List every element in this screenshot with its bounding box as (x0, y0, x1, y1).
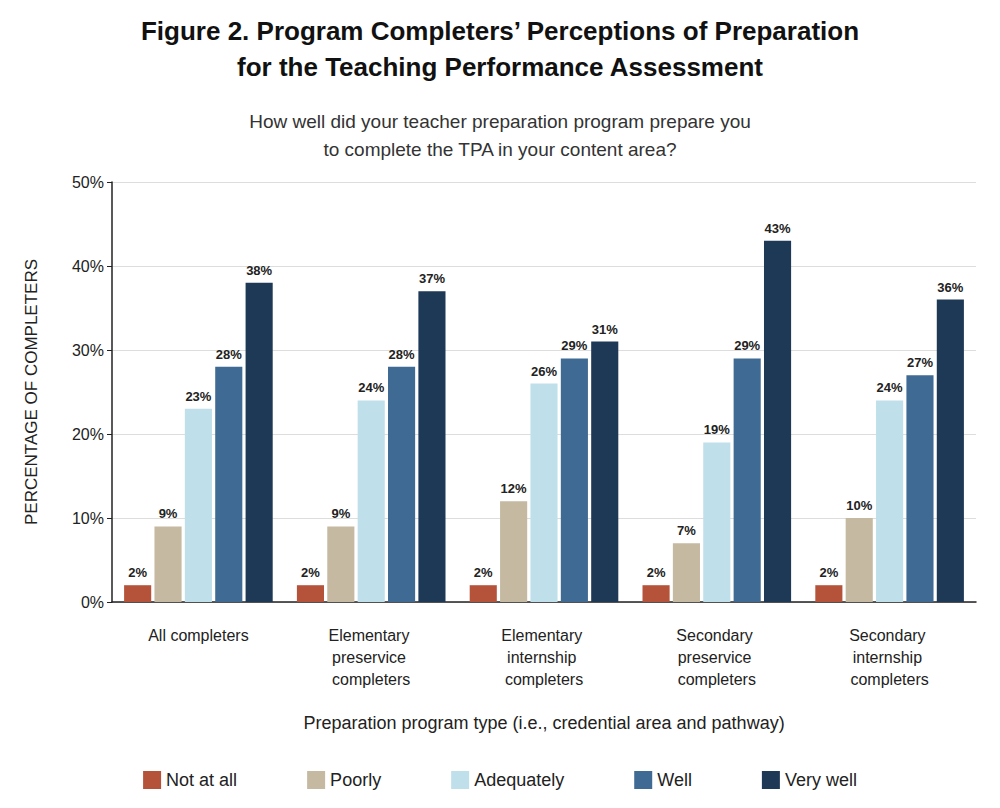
svg-text:Adequately: Adequately (474, 770, 564, 790)
svg-text:Secondary: Secondary (676, 627, 757, 644)
svg-text:28%: 28% (389, 347, 415, 362)
svg-text:Elementary: Elementary (501, 627, 586, 644)
svg-text:completers: completers (505, 671, 583, 688)
svg-text:preservice: preservice (678, 649, 756, 666)
svg-text:Preparation program type (i.e.: Preparation program type (i.e., credenti… (303, 713, 784, 733)
svg-text:9%: 9% (331, 506, 350, 521)
svg-text:to complete the TPA in your co: to complete the TPA in your content area… (323, 139, 676, 160)
svg-text:40%: 40% (72, 258, 104, 275)
svg-text:2%: 2% (301, 565, 320, 580)
svg-text:2%: 2% (647, 565, 666, 580)
svg-text:12%: 12% (501, 481, 527, 496)
svg-text:All completers: All completers (148, 627, 248, 644)
svg-text:28%: 28% (216, 347, 242, 362)
svg-text:2%: 2% (819, 565, 838, 580)
svg-text:Poorly: Poorly (330, 770, 381, 790)
svg-text:for the Teaching Performance A: for the Teaching Performance Assessment (237, 52, 763, 82)
svg-text:24%: 24% (877, 380, 903, 395)
svg-text:29%: 29% (561, 338, 587, 353)
svg-text:Not at all: Not at all (166, 770, 237, 790)
svg-text:Figure 2. Program Completers’: Figure 2. Program Completers’ Perception… (141, 16, 859, 46)
svg-text:50%: 50% (72, 174, 104, 191)
svg-text:completers: completers (850, 671, 928, 688)
svg-text:0%: 0% (81, 594, 104, 611)
svg-text:23%: 23% (185, 389, 211, 404)
svg-text:10%: 10% (72, 510, 104, 527)
svg-text:Well: Well (657, 770, 692, 790)
svg-text:Elementary: Elementary (329, 627, 414, 644)
svg-text:27%: 27% (907, 355, 933, 370)
svg-text:36%: 36% (937, 280, 963, 295)
svg-text:20%: 20% (72, 426, 104, 443)
svg-text:24%: 24% (358, 380, 384, 395)
svg-text:19%: 19% (704, 422, 730, 437)
svg-text:PERCENTAGE OF COMPLETERS: PERCENTAGE OF COMPLETERS (22, 259, 41, 525)
svg-text:43%: 43% (765, 221, 791, 236)
svg-text:completers: completers (332, 671, 410, 688)
svg-text:26%: 26% (531, 364, 557, 379)
svg-text:29%: 29% (734, 338, 760, 353)
svg-text:30%: 30% (72, 342, 104, 359)
svg-text:37%: 37% (419, 271, 445, 286)
svg-text:Secondary: Secondary (849, 627, 930, 644)
svg-text:10%: 10% (846, 498, 872, 513)
svg-text:2%: 2% (474, 565, 493, 580)
svg-text:Very well: Very well (785, 770, 857, 790)
svg-text:2%: 2% (128, 565, 147, 580)
svg-text:internship: internship (853, 649, 927, 666)
svg-text:9%: 9% (159, 506, 178, 521)
svg-text:How well did your teacher prep: How well did your teacher preparation pr… (249, 111, 751, 132)
svg-text:internship: internship (507, 649, 581, 666)
svg-text:completers: completers (678, 671, 756, 688)
svg-text:38%: 38% (246, 263, 272, 278)
svg-text:31%: 31% (592, 322, 618, 337)
svg-text:preservice: preservice (332, 649, 410, 666)
svg-text:7%: 7% (677, 523, 696, 538)
